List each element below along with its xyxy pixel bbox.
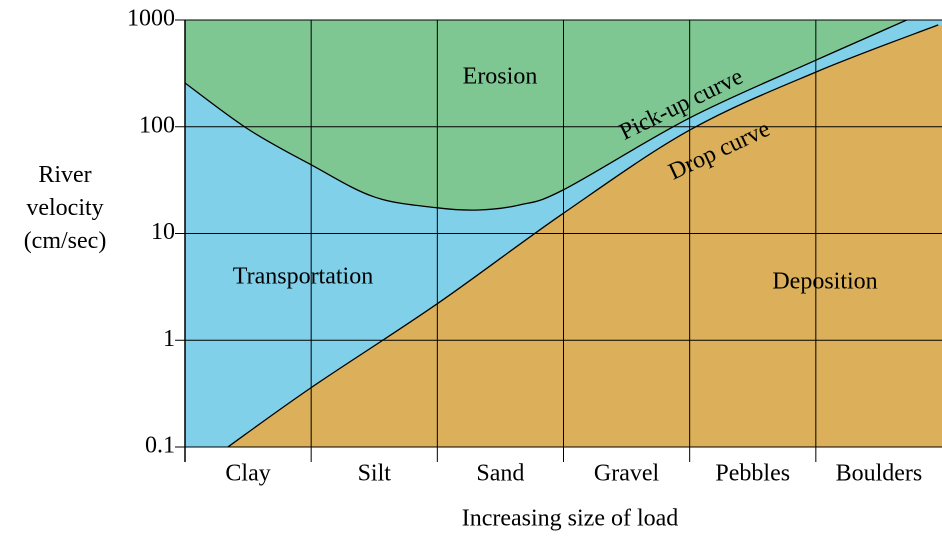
regions [185,20,942,447]
x-tick-label: Pebbles [715,461,790,487]
curve [185,20,907,211]
y-tick-label: 10 [151,219,175,245]
x-tick-label: Silt [358,461,392,487]
y-axis-label: River velocity (cm/sec) [24,162,107,254]
x-tick-label: Sand [476,461,524,487]
y-tick-label: 1000 [127,6,175,32]
region-label: Deposition [772,269,877,295]
grid [175,19,942,462]
x-tick-label: Clay [225,461,270,487]
curve [227,24,939,447]
curves [185,20,939,447]
x-tick-label: Boulders [836,461,923,487]
region-label: Transportation [233,264,373,290]
region-label: Erosion [463,64,538,90]
x-axis-label: Increasing size of load [462,506,679,532]
x-tick-label: Gravel [594,461,660,487]
y-tick-label: 1 [163,326,175,352]
y-tick-label: 100 [139,112,175,138]
y-tick-label: 0.1 [145,433,175,459]
